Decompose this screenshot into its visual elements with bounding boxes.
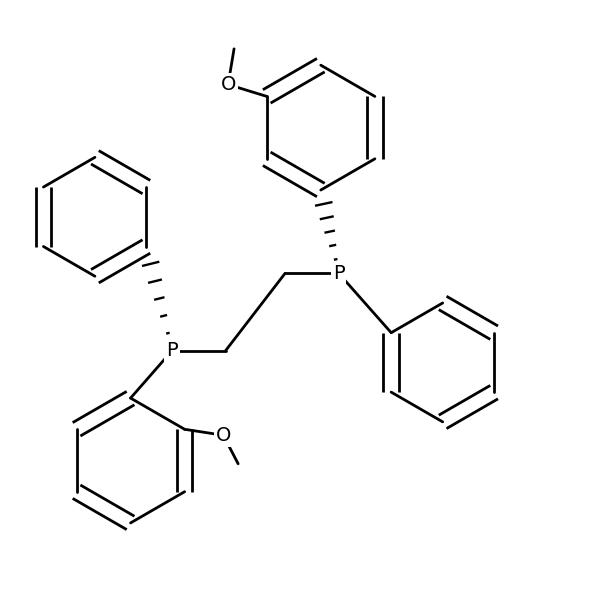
Text: P: P [166, 341, 178, 360]
Text: O: O [215, 426, 231, 445]
Text: O: O [220, 75, 236, 94]
Text: P: P [333, 264, 344, 283]
Text: methyl: methyl [238, 478, 243, 479]
